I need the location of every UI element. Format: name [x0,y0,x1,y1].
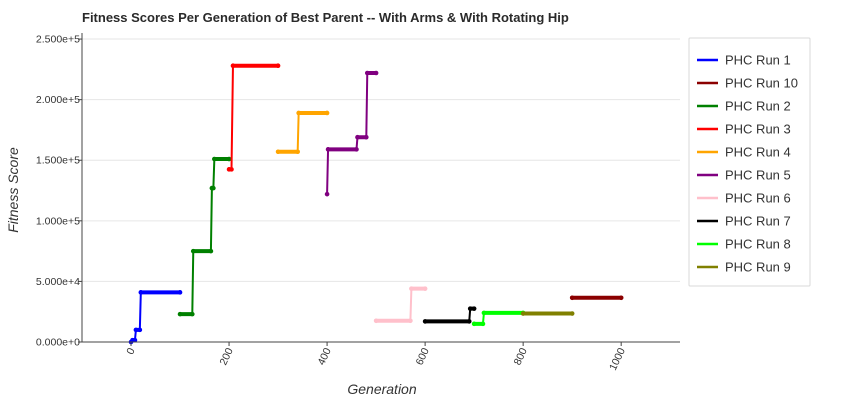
series-4 [226,63,281,172]
series-7 [373,286,428,324]
legend-item[interactable]: PHC Run 9 [697,260,791,275]
x-axis-label: Generation [347,381,416,397]
legend-label: PHC Run 5 [725,168,791,183]
series-9 [471,310,526,327]
data-point [355,134,360,140]
data-point [354,147,359,152]
legend-item[interactable]: PHC Run 3 [697,122,791,137]
y-tick-label: 2.500e+5 [36,34,80,46]
series-segment [365,71,369,139]
data-point [230,63,236,69]
legend-item[interactable]: PHC Run 7 [697,214,791,229]
legend-label: PHC Run 10 [725,76,798,91]
legend-label: PHC Run 4 [725,145,791,160]
data-point [212,156,217,162]
series-10 [520,311,575,316]
series-2 [569,295,624,301]
data-point [422,319,428,324]
data-point [189,311,195,317]
data-point [471,306,477,311]
data-point [137,327,143,333]
legend-item[interactable]: PHC Run 10 [697,76,798,91]
series-segment [230,64,234,171]
data-point [364,70,370,76]
plot-area [128,63,624,345]
legend-item[interactable]: PHC Run 4 [697,145,791,160]
data-point [408,318,413,324]
data-point [618,295,624,301]
data-point [325,147,331,152]
data-point [471,321,477,327]
legend-item[interactable]: PHC Run 2 [697,99,791,114]
data-point [569,295,575,301]
data-point [569,311,575,316]
y-tick-label: 2.000e+5 [36,94,80,106]
data-point [211,185,216,191]
data-point [226,156,232,162]
legend: PHC Run 1 PHC Run 10 PHC Run 2 PHC Run 3 PHC… [688,37,811,287]
y-tick-label: 0.000e+0 [36,337,80,349]
series-segment [296,111,300,153]
data-point [190,248,196,254]
data-point [275,63,281,69]
series-1 [128,290,183,345]
data-point [373,318,379,324]
series-segment [212,158,216,190]
series-3 [177,156,232,317]
legend-item[interactable]: PHC Run 5 [697,168,791,183]
data-point [295,149,300,155]
data-point [466,319,472,324]
series-segment [209,187,213,253]
y-axis-label: Fitness Score [5,147,21,233]
data-point [177,311,183,317]
y-tick-label: 1.500e+5 [36,155,80,167]
data-point [275,149,281,155]
axes [81,33,680,343]
data-point [133,327,139,333]
grid [82,38,680,282]
data-point [324,191,330,197]
legend-label: PHC Run 3 [725,122,791,137]
data-point [481,310,487,316]
y-tick-label: 1.000e+5 [36,215,80,227]
data-point [208,248,214,254]
data-point [324,110,330,116]
y-tick-label: 5.000e+4 [36,276,80,288]
series-segment [409,287,413,322]
series-segment [326,148,330,196]
data-point [409,286,414,291]
series-segment [138,291,142,331]
data-point [520,311,526,316]
data-point [132,337,138,343]
chart-title: Fitness Scores Per Generation of Best Pa… [82,10,569,25]
data-point [296,110,301,116]
data-point [467,306,473,311]
data-point [177,290,183,295]
data-point [480,321,486,327]
legend-label: PHC Run 8 [725,237,791,252]
series-5 [275,110,330,155]
legend-label: PHC Run 2 [725,99,791,114]
legend-item[interactable]: PHC Run 8 [697,237,791,252]
x-tick-label: 0 [124,346,137,357]
legend-item[interactable]: PHC Run 6 [697,191,791,206]
series-segment [191,250,195,316]
legend-box [688,37,811,287]
series-8 [422,306,477,324]
data-point [363,134,369,140]
legend-label: PHC Run 9 [725,260,791,275]
legend-label: PHC Run 1 [725,53,791,68]
data-point [373,70,379,76]
legend-label: PHC Run 7 [725,214,791,229]
legend-item[interactable]: PHC Run 1 [697,53,791,68]
data-point [422,286,428,291]
data-point [229,167,234,172]
series-6 [324,70,379,197]
data-point [138,290,144,295]
legend-label: PHC Run 6 [725,191,791,206]
